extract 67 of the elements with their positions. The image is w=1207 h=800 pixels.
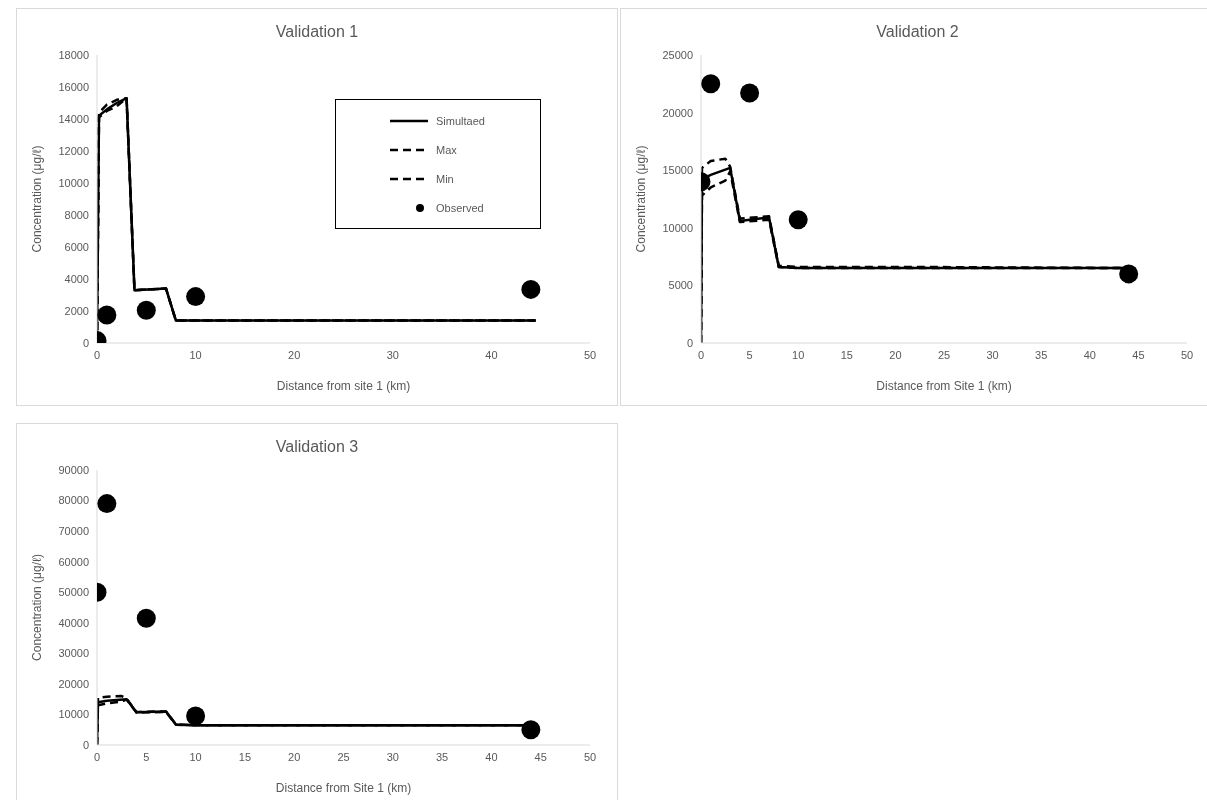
- x-tick-label: 20: [889, 348, 902, 361]
- y-tick-label: 25000: [662, 48, 693, 61]
- y-tick-label: 18000: [58, 48, 89, 61]
- y-tick-label: 10000: [58, 708, 89, 721]
- y-tick-label: 0: [82, 738, 89, 751]
- x-tick-label: 50: [1180, 348, 1194, 361]
- legend-label: Min: [436, 172, 454, 185]
- y-tick-label: 6000: [64, 240, 89, 253]
- y-tick-label: 20000: [58, 677, 89, 690]
- legend-label: Observed: [436, 201, 484, 214]
- y-tick-label: 4000: [64, 272, 89, 285]
- chart-title: Validation 3: [274, 438, 360, 457]
- y-tick-label: 5000: [668, 279, 693, 292]
- x-tick-label: 45: [1132, 348, 1145, 361]
- x-tick-label: 5: [746, 348, 753, 361]
- x-tick-label: 20: [288, 750, 301, 763]
- x-tick-label: 5: [143, 750, 150, 763]
- x-tick-label: 30: [986, 348, 999, 361]
- x-tick-label: 45: [534, 750, 547, 763]
- x-tick-label: 35: [435, 750, 449, 763]
- x-tick-label: 50: [583, 750, 597, 763]
- y-tick-label: 10000: [662, 221, 693, 234]
- y-tick-label: 90000: [58, 463, 89, 476]
- x-tick-label: 30: [386, 750, 399, 763]
- x-tick-label: 0: [697, 348, 705, 361]
- x-tick-label: 40: [1083, 348, 1096, 361]
- y-axis-title: Concentration (μg/ℓ): [30, 554, 45, 661]
- legend-label: Max: [436, 143, 457, 156]
- x-tick-label: 10: [189, 348, 202, 361]
- x-tick-label: 30: [386, 348, 399, 361]
- y-tick-label: 14000: [58, 112, 89, 125]
- chart-title: Validation 1: [274, 23, 360, 42]
- y-tick-label: 80000: [58, 494, 89, 507]
- x-axis-title: Distance from Site 1 (km): [876, 378, 1012, 393]
- y-axis-title: Concentration (μg/ℓ): [634, 145, 649, 253]
- legend-label: Simultaed: [436, 114, 485, 127]
- x-tick-label: 15: [840, 348, 853, 361]
- y-tick-label: 0: [686, 336, 693, 349]
- y-tick-label: 16000: [58, 80, 89, 93]
- y-tick-label: 8000: [64, 208, 89, 221]
- x-tick-label: 25: [337, 750, 350, 763]
- y-tick-label: 10000: [58, 176, 89, 189]
- x-tick-label: 35: [1035, 348, 1048, 361]
- y-tick-label: 70000: [58, 525, 89, 538]
- y-tick-label: 2000: [64, 304, 89, 317]
- x-axis-title: Distance from site 1 (km): [276, 378, 411, 393]
- x-tick-label: 40: [485, 348, 498, 361]
- x-tick-label: 40: [485, 750, 498, 763]
- x-axis-title: Distance from Site 1 (km): [275, 780, 412, 795]
- y-axis-title: Concentration (μg/ℓ): [30, 145, 45, 253]
- x-tick-label: 25: [937, 348, 951, 361]
- y-tick-label: 40000: [58, 616, 89, 629]
- x-tick-label: 10: [189, 750, 202, 763]
- y-tick-label: 50000: [58, 586, 89, 599]
- y-tick-label: 0: [82, 336, 89, 349]
- x-tick-label: 0: [93, 750, 101, 763]
- x-tick-label: 10: [792, 348, 805, 361]
- chart-title: Validation 2: [875, 23, 960, 42]
- y-tick-label: 20000: [662, 106, 693, 119]
- y-tick-label: 60000: [58, 555, 89, 568]
- x-tick-label: 50: [583, 348, 597, 361]
- x-tick-label: 20: [288, 348, 301, 361]
- x-tick-label: 0: [93, 348, 101, 361]
- y-tick-label: 15000: [662, 164, 693, 177]
- y-tick-label: 30000: [58, 647, 89, 660]
- x-tick-label: 15: [238, 750, 252, 763]
- y-tick-label: 12000: [58, 144, 89, 157]
